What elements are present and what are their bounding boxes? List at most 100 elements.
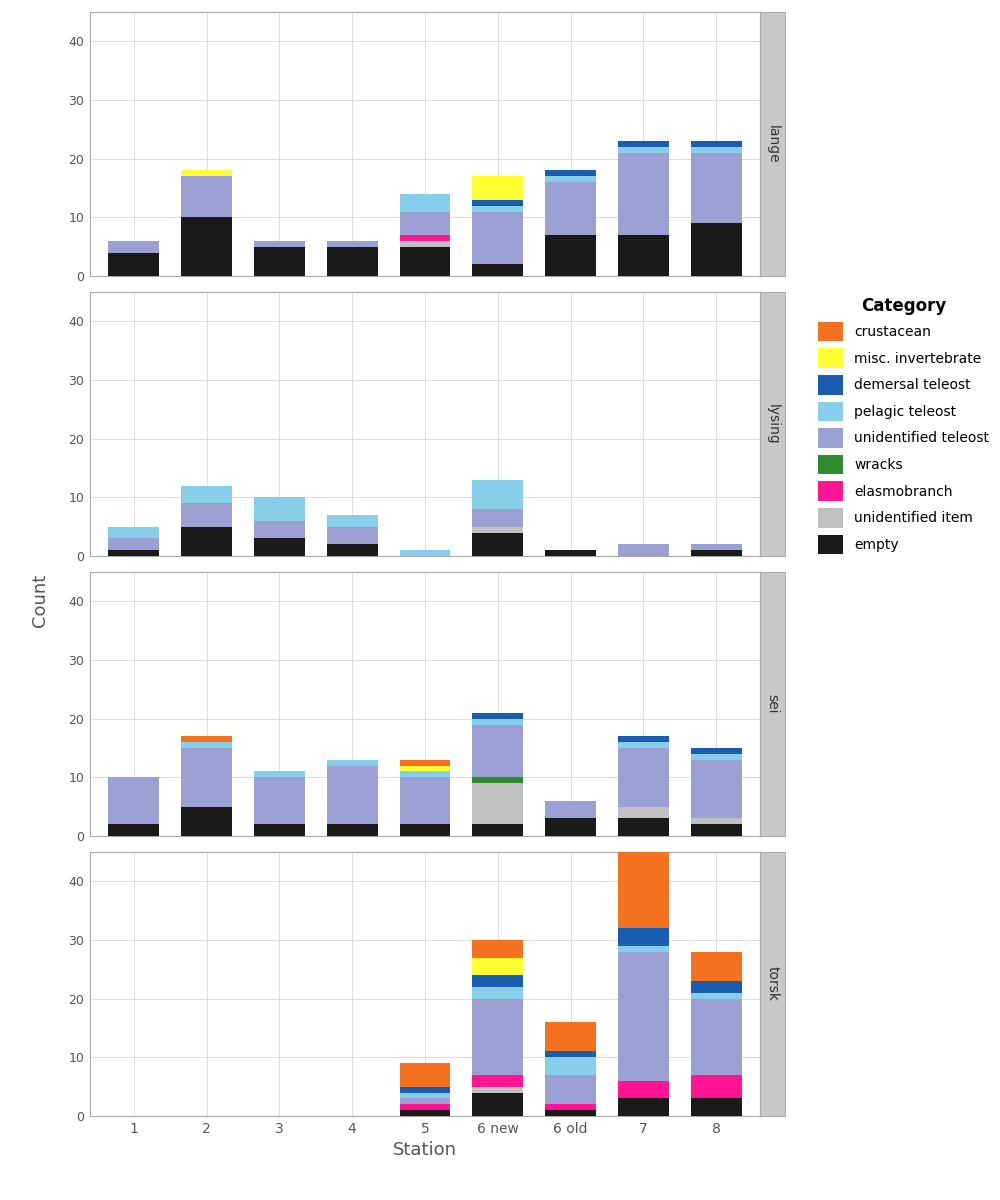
Text: sei: sei — [766, 695, 780, 714]
Bar — [400, 194, 450, 211]
Bar — [400, 1098, 450, 1104]
Bar — [181, 176, 232, 217]
Bar — [472, 200, 523, 205]
Bar — [618, 545, 669, 556]
Bar — [254, 778, 305, 824]
Bar — [327, 247, 378, 276]
Bar — [760, 12, 785, 276]
Bar — [691, 748, 742, 754]
Bar — [618, 806, 669, 818]
Bar — [618, 1081, 669, 1098]
Bar — [400, 760, 450, 766]
Bar — [618, 742, 669, 748]
Bar — [400, 1087, 450, 1092]
Bar — [545, 551, 596, 556]
Bar — [254, 824, 305, 836]
Bar — [108, 551, 159, 556]
Bar — [691, 818, 742, 824]
Bar — [691, 992, 742, 998]
Bar — [400, 247, 450, 276]
Bar — [181, 503, 232, 527]
Bar — [618, 928, 669, 946]
Bar — [472, 1092, 523, 1116]
Bar — [254, 521, 305, 539]
Bar — [545, 1022, 596, 1051]
Bar — [691, 952, 742, 982]
Bar — [400, 1110, 450, 1116]
Bar — [472, 784, 523, 824]
Text: Count: Count — [31, 574, 49, 626]
Bar — [691, 760, 742, 818]
Bar — [691, 142, 742, 146]
Bar — [400, 824, 450, 836]
Bar — [181, 737, 232, 742]
Bar — [618, 142, 669, 146]
Bar — [108, 253, 159, 276]
Bar — [545, 1104, 596, 1110]
Bar — [691, 152, 742, 223]
Bar — [400, 1092, 450, 1098]
Bar — [618, 737, 669, 742]
Bar — [327, 824, 378, 836]
Text: lange: lange — [766, 125, 780, 163]
Bar — [400, 241, 450, 247]
Bar — [181, 486, 232, 503]
Bar — [181, 170, 232, 176]
Bar — [400, 235, 450, 241]
Text: lysing: lysing — [766, 403, 780, 444]
Bar — [545, 800, 596, 818]
Bar — [545, 235, 596, 276]
Bar — [327, 527, 378, 545]
Bar — [691, 545, 742, 551]
Bar — [327, 545, 378, 556]
Bar — [181, 527, 232, 556]
Bar — [327, 766, 378, 824]
Bar — [618, 1098, 669, 1116]
Bar — [400, 1104, 450, 1110]
Bar — [472, 480, 523, 509]
Bar — [472, 264, 523, 276]
Bar — [545, 170, 596, 176]
Bar — [472, 940, 523, 958]
Bar — [472, 713, 523, 719]
Bar — [618, 952, 669, 1081]
Bar — [472, 1087, 523, 1092]
Bar — [545, 1051, 596, 1057]
Bar — [472, 1075, 523, 1087]
Text: torsk: torsk — [766, 966, 780, 1002]
Bar — [327, 515, 378, 527]
Bar — [618, 152, 669, 235]
Bar — [691, 1098, 742, 1116]
Bar — [327, 760, 378, 766]
Bar — [181, 748, 232, 806]
Bar — [618, 146, 669, 152]
Bar — [472, 205, 523, 211]
Bar — [545, 1075, 596, 1104]
Bar — [691, 754, 742, 760]
Bar — [108, 527, 159, 539]
Bar — [400, 551, 450, 556]
Bar — [472, 509, 523, 527]
Bar — [472, 527, 523, 533]
Bar — [545, 1057, 596, 1075]
Bar — [691, 998, 742, 1075]
Bar — [691, 982, 742, 992]
Bar — [472, 719, 523, 725]
Bar — [181, 806, 232, 836]
Bar — [618, 840, 669, 928]
Bar — [618, 748, 669, 806]
Bar — [472, 824, 523, 836]
Bar — [327, 241, 378, 247]
Bar — [760, 572, 785, 836]
Bar — [254, 247, 305, 276]
Bar — [618, 946, 669, 952]
Bar — [545, 818, 596, 836]
Bar — [472, 778, 523, 784]
Bar — [472, 958, 523, 976]
Bar — [254, 241, 305, 247]
Bar — [472, 998, 523, 1075]
Bar — [472, 986, 523, 998]
Bar — [472, 211, 523, 264]
Bar — [760, 292, 785, 556]
Bar — [545, 176, 596, 182]
